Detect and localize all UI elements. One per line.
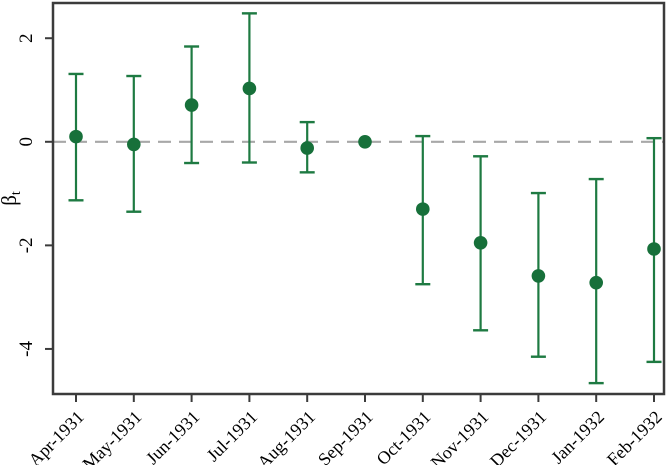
y-tick-label: 2 [16,33,37,43]
x-tick-label: Jun-1931 [142,407,204,465]
x-tick-label: Sep-1931 [314,407,377,465]
data-point [473,235,488,250]
x-tick-label: Jan-1932 [547,407,608,465]
data-point [589,275,603,290]
plot-frame [51,1,666,396]
data-point [69,129,83,144]
data-point [531,269,546,283]
y-tick-label: -4 [16,341,37,357]
data-point [416,202,430,216]
x-tick-label: Dec-1931 [486,407,550,465]
data-point [358,134,372,149]
x-tick-label: Jul-1931 [203,407,262,465]
x-tick-label: May-1931 [78,407,145,465]
y-axis-label: βt [0,191,24,206]
x-tick-label: Oct-1931 [372,407,434,465]
y-tick-label: -2 [16,237,37,253]
data-point [242,81,257,96]
x-tick-label: Feb-1932 [603,407,666,465]
data-point [184,98,199,112]
data-point [300,141,315,155]
x-tick-label: Apr-1931 [24,407,87,465]
x-tick-label: Aug-1931 [253,407,319,465]
x-tick-label: Nov-1931 [427,407,493,465]
y-tick-label: 0 [16,137,37,147]
data-point [127,137,141,152]
data-point [647,242,661,256]
